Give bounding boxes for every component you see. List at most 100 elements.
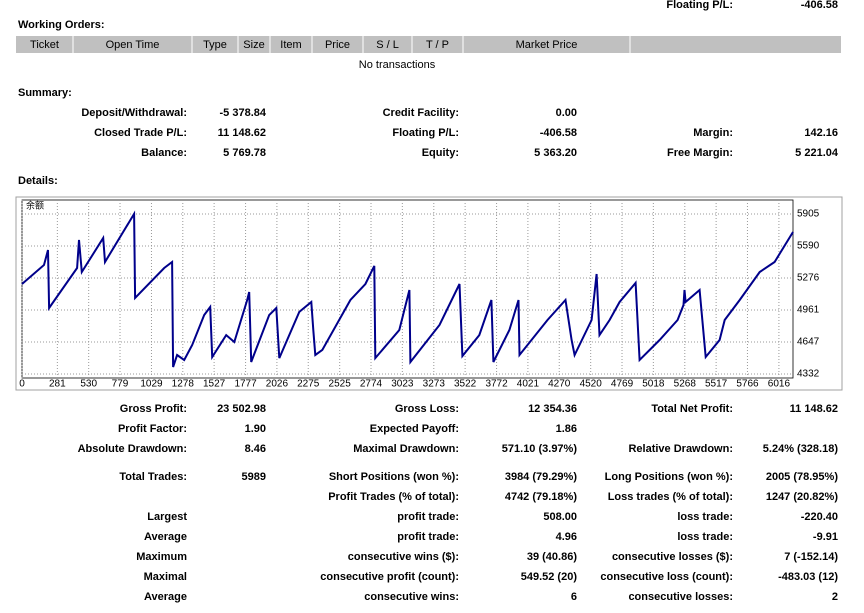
column-header: Price — [325, 39, 350, 51]
field-value: 1247 (20.82%) — [766, 491, 838, 503]
section-title: Summary: — [18, 87, 72, 99]
field-label: Free Margin: — [667, 147, 733, 159]
x-tick-label: 3522 — [454, 379, 477, 390]
field-label: Equity: — [422, 147, 459, 159]
field-value: 6 — [571, 591, 577, 603]
y-tick-label: 4332 — [797, 369, 820, 380]
field-value: 39 (40.86) — [527, 551, 577, 563]
balance-line — [21, 210, 794, 368]
x-tick-label: 5018 — [642, 379, 665, 390]
x-tick-label: 1527 — [203, 379, 226, 390]
column-header: Market Price — [516, 39, 578, 51]
empty-note: No transactions — [359, 59, 436, 71]
column-header: Item — [280, 39, 301, 51]
field-label: loss trade: — [677, 531, 733, 543]
field-value: 5.24% (328.18) — [763, 443, 839, 455]
plot-area — [21, 199, 794, 379]
field-value: 11 148.62 — [218, 127, 266, 139]
field-label: Maximal — [144, 571, 187, 583]
x-tick-label: 4021 — [517, 379, 540, 390]
field-value: 11 148.62 — [790, 403, 838, 415]
field-label: consecutive profit (count): — [320, 571, 459, 583]
x-tick-label: 4769 — [611, 379, 634, 390]
field-label: Gross Loss: — [395, 403, 459, 415]
field-label: Long Positions (won %): — [605, 471, 733, 483]
field-label: Credit Facility: — [383, 107, 459, 119]
field-value: 2 — [832, 591, 838, 603]
column-header: Ticket — [30, 39, 59, 51]
field-label: Profit Factor: — [118, 423, 187, 435]
field-value: 4742 (79.18%) — [505, 491, 577, 503]
field-label: consecutive wins ($): — [348, 551, 459, 563]
x-tick-label: 1029 — [140, 379, 163, 390]
field-value: 5 221.04 — [795, 147, 839, 159]
field-label: Floating P/L: — [392, 127, 459, 139]
column-header: T / P — [426, 39, 449, 51]
field-label: Maximum — [136, 551, 187, 563]
field-value: -483.03 (12) — [778, 571, 838, 583]
field-label: consecutive losses ($): — [612, 551, 733, 563]
top-value: -406.58 — [801, 0, 838, 11]
y-tick-label: 4647 — [797, 337, 820, 348]
field-value: -220.40 — [801, 511, 838, 523]
y-tick-label: 4961 — [797, 305, 820, 316]
field-label: Average — [144, 591, 187, 603]
field-label: loss trade: — [677, 511, 733, 523]
x-tick-label: 779 — [112, 379, 129, 390]
field-value: 549.52 (20) — [521, 571, 578, 583]
x-tick-label: 4270 — [548, 379, 571, 390]
x-tick-label: 5766 — [736, 379, 759, 390]
y-tick-label: 5276 — [797, 273, 820, 284]
field-value: 7 (-152.14) — [784, 551, 838, 563]
field-label: Relative Drawdown: — [628, 443, 733, 455]
field-value: 4.96 — [556, 531, 577, 543]
top-label: Floating P/L: — [666, 0, 733, 11]
x-tick-label: 5517 — [705, 379, 728, 390]
field-label: Short Positions (won %): — [329, 471, 459, 483]
field-label: profit trade: — [397, 511, 459, 523]
field-label: consecutive loss (count): — [600, 571, 733, 583]
chart-label: 余额 — [26, 199, 44, 210]
x-tick-label: 3273 — [423, 379, 446, 390]
field-label: Total Net Profit: — [651, 403, 733, 415]
field-value: 571.10 (3.97%) — [502, 443, 578, 455]
y-tick-label: 5590 — [797, 241, 820, 252]
x-tick-label: 1278 — [172, 379, 195, 390]
field-label: Loss trades (% of total): — [608, 491, 733, 503]
field-value: 5 769.78 — [223, 147, 266, 159]
field-label: Balance: — [141, 147, 187, 159]
field-value: 1.90 — [245, 423, 266, 435]
field-value: -9.91 — [813, 531, 838, 543]
field-label: Absolute Drawdown: — [78, 443, 187, 455]
field-value: 12 354.36 — [528, 403, 577, 415]
field-value: 8.46 — [245, 443, 266, 455]
column-header: Size — [243, 39, 264, 51]
table-header — [16, 36, 841, 53]
field-value: 23 502.98 — [217, 403, 266, 415]
field-label: Deposit/Withdrawal: — [81, 107, 187, 119]
x-tick-label: 530 — [80, 379, 97, 390]
section-title: Working Orders: — [18, 19, 105, 31]
column-header: Type — [203, 39, 227, 51]
field-label: consecutive wins: — [364, 591, 459, 603]
column-header: S / L — [376, 39, 399, 51]
field-value: 5989 — [242, 471, 266, 483]
field-value: 1.86 — [556, 423, 577, 435]
x-tick-label: 4520 — [580, 379, 603, 390]
x-tick-label: 2026 — [266, 379, 289, 390]
column-header: Open Time — [106, 39, 160, 51]
field-label: Largest — [147, 511, 187, 523]
field-value: -5 378.84 — [220, 107, 267, 119]
field-value: 508.00 — [543, 511, 577, 523]
x-tick-label: 2275 — [297, 379, 320, 390]
x-tick-label: 0 — [19, 379, 25, 390]
field-label: Average — [144, 531, 187, 543]
field-label: Expected Payoff: — [370, 423, 459, 435]
field-value: 142.16 — [804, 127, 838, 139]
x-tick-label: 1777 — [234, 379, 257, 390]
y-tick-label: 5905 — [797, 209, 820, 220]
x-tick-label: 6016 — [768, 379, 791, 390]
field-label: Gross Profit: — [120, 403, 187, 415]
field-label: Profit Trades (% of total): — [328, 491, 459, 503]
